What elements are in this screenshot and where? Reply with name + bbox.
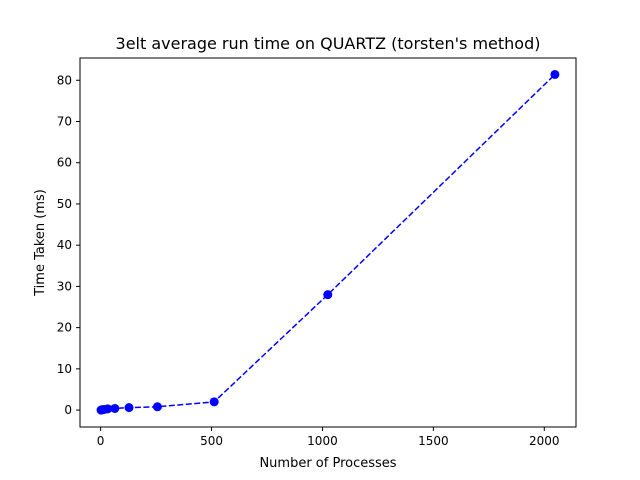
- series-layer: [96, 69, 560, 415]
- y-tick-label: 50: [57, 197, 72, 211]
- data-point: [152, 402, 162, 412]
- x-tick-label: 1000: [307, 434, 338, 448]
- data-point: [124, 403, 134, 413]
- y-tick-label: 0: [64, 403, 72, 417]
- x-tick-label: 2000: [529, 434, 560, 448]
- x-axis-ticks: 0 500 1000 1500 2000: [97, 427, 560, 448]
- y-tick-label: 60: [57, 156, 72, 170]
- y-tick-label: 70: [57, 114, 72, 128]
- plot-area: [80, 58, 576, 427]
- x-axis-label: Number of Processes: [259, 456, 396, 471]
- y-axis-ticks: 0 10 20 30 40 50 60 70 80: [57, 73, 80, 417]
- y-tick-label: 30: [57, 279, 72, 293]
- y-tick-label: 80: [57, 73, 72, 87]
- y-tick-label: 10: [57, 362, 72, 376]
- x-tick-label: 0: [97, 434, 105, 448]
- data-point: [323, 290, 333, 300]
- data-point: [209, 397, 219, 407]
- data-point: [550, 69, 560, 79]
- chart-title: 3elt average run time on QUARTZ (torsten…: [116, 34, 541, 53]
- y-tick-label: 40: [57, 238, 72, 252]
- y-tick-label: 20: [57, 321, 72, 335]
- y-axis-label: Time Taken (ms): [33, 189, 48, 297]
- data-point: [110, 403, 120, 413]
- x-tick-label: 1500: [418, 434, 449, 448]
- data-point: [103, 404, 113, 414]
- x-tick-label: 500: [200, 434, 223, 448]
- plot-frame: [79, 57, 577, 428]
